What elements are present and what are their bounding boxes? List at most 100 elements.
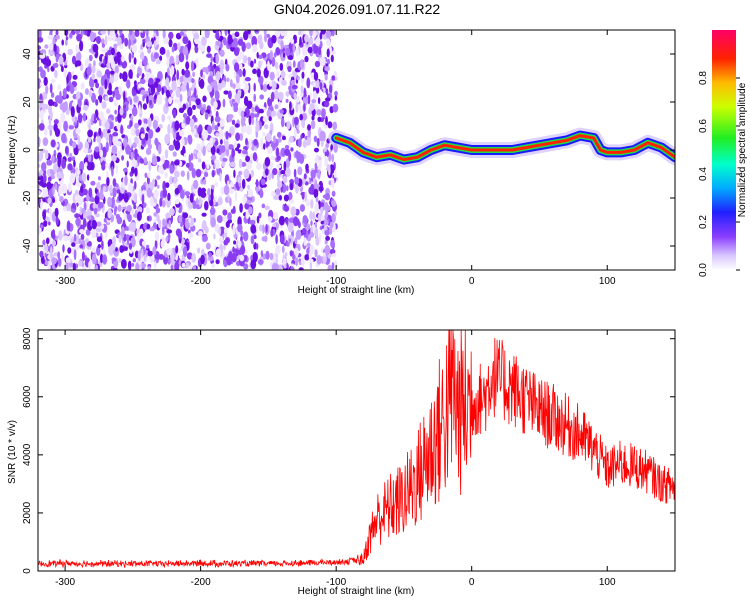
noise-speck — [102, 254, 108, 265]
noise-speck — [187, 134, 193, 145]
noise-speck — [227, 30, 231, 35]
noise-speck — [151, 155, 158, 166]
noise-speck — [320, 216, 325, 221]
noise-speck — [219, 59, 224, 70]
noise-speck — [243, 55, 248, 64]
noise-speck — [45, 85, 49, 95]
noise-speck — [263, 30, 267, 35]
noise-speck — [331, 153, 335, 163]
noise-speck — [79, 229, 85, 234]
noise-speck — [38, 176, 44, 181]
noise-speck — [117, 204, 122, 212]
noise-speck — [330, 54, 334, 63]
noise-speck — [141, 193, 145, 205]
noise-speck — [234, 69, 237, 79]
noise-speck — [269, 252, 274, 261]
noise-speck — [57, 95, 63, 105]
noise-speck — [227, 218, 232, 224]
noise-speck — [234, 94, 238, 100]
noise-speck — [296, 155, 300, 164]
noise-speck — [164, 171, 168, 179]
noise-speck — [192, 265, 197, 270]
noise-speck — [324, 214, 327, 225]
noise-speck — [51, 78, 56, 84]
noise-speck — [245, 210, 250, 220]
noise-speck — [255, 179, 259, 188]
noise-speck — [38, 150, 44, 161]
noise-speck — [133, 136, 139, 144]
noise-speck — [60, 252, 64, 262]
noise-speck — [215, 132, 220, 137]
noise-speck — [153, 52, 159, 59]
noise-speck — [327, 121, 333, 129]
noise-speck — [107, 55, 114, 64]
noise-speck — [215, 40, 221, 46]
noise-speck — [190, 127, 194, 133]
noise-speck — [276, 164, 282, 169]
noise-speck — [325, 235, 330, 241]
noise-speck — [153, 40, 157, 48]
noise-speck — [282, 258, 287, 263]
noise-speck — [96, 236, 103, 243]
noise-speck — [182, 103, 187, 111]
noise-speck — [310, 72, 315, 80]
noise-speck — [288, 135, 294, 143]
noise-speck — [101, 48, 107, 53]
noise-speck — [102, 128, 107, 138]
noise-speck — [102, 185, 107, 192]
noise-speck — [165, 182, 170, 189]
noise-speck — [272, 168, 278, 176]
noise-speck — [198, 230, 203, 237]
noise-speck — [113, 72, 119, 83]
noise-speck — [253, 146, 258, 151]
noise-speck — [324, 202, 329, 210]
noise-speck — [134, 250, 139, 259]
noise-speck — [153, 212, 157, 217]
noise-speck — [249, 138, 253, 143]
noise-speck — [298, 267, 304, 270]
noise-speck — [104, 162, 108, 168]
noise-speck — [240, 110, 245, 119]
noise-speck — [270, 161, 274, 168]
noise-speck — [239, 51, 244, 60]
noise-speck — [299, 59, 305, 70]
noise-speck — [280, 70, 286, 79]
noise-speck — [121, 182, 125, 188]
noise-speck — [39, 109, 44, 120]
noise-speck — [226, 77, 230, 83]
noise-speck — [247, 56, 251, 62]
noise-speck — [324, 155, 329, 164]
x-tick-label: -200 — [191, 577, 211, 588]
noise-speck — [110, 243, 116, 251]
noise-speck — [154, 137, 159, 146]
noise-speck — [126, 79, 131, 89]
noise-speck — [184, 69, 191, 78]
noise-speck — [275, 234, 278, 245]
noise-speck — [109, 70, 115, 75]
noise-speck — [79, 160, 85, 172]
noise-speck — [114, 30, 118, 34]
noise-speck — [188, 96, 192, 108]
noise-speck — [229, 161, 236, 168]
noise-speck — [112, 187, 117, 198]
snr-y-label: SNR (10 * v/v) — [7, 420, 18, 484]
noise-speck — [267, 145, 273, 155]
noise-speck — [195, 98, 201, 106]
noise-speck — [175, 87, 181, 98]
noise-speck — [180, 221, 184, 228]
noise-speck — [48, 207, 52, 217]
noise-speck — [78, 238, 82, 245]
noise-speck — [143, 118, 148, 125]
noise-speck — [242, 196, 248, 204]
noise-speck — [233, 105, 238, 113]
noise-speck — [175, 245, 179, 254]
noise-speck — [94, 196, 100, 205]
noise-speck — [263, 106, 266, 113]
noise-speck — [58, 55, 64, 65]
noise-speck — [176, 69, 180, 81]
noise-speck — [281, 245, 285, 254]
y-tick-label: 2000 — [22, 501, 33, 524]
noise-speck — [53, 102, 58, 108]
noise-speck — [243, 168, 250, 179]
